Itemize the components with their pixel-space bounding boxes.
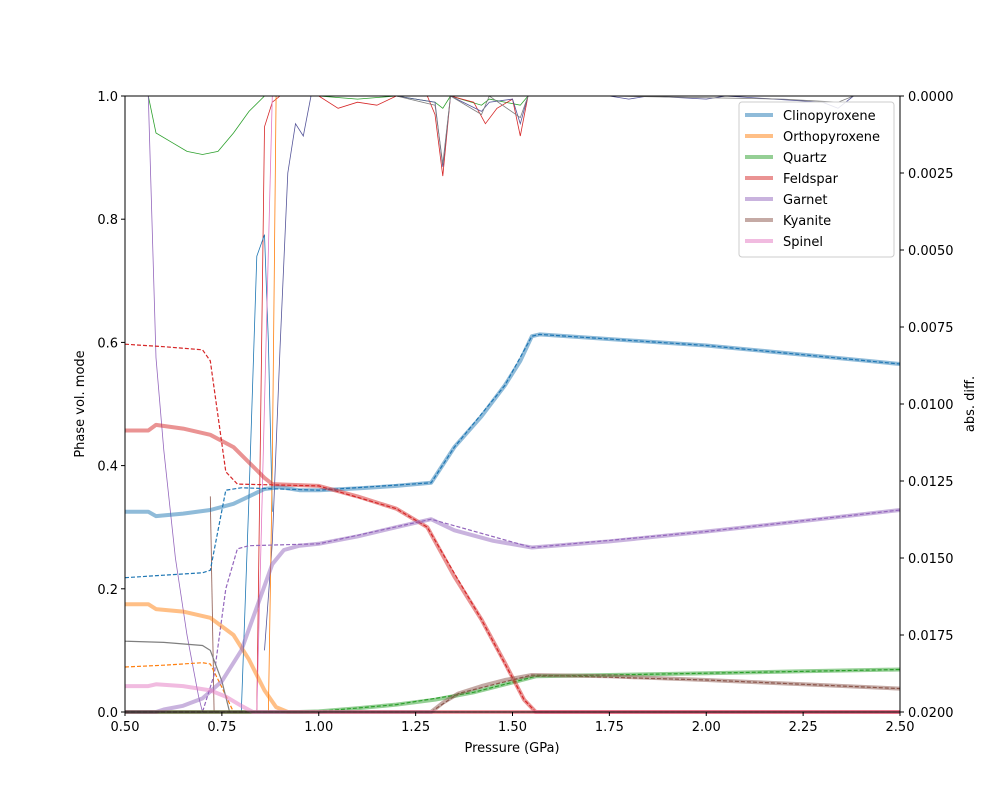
- legend-label: Quartz: [783, 151, 827, 166]
- x-tick-label: 2.25: [789, 720, 818, 735]
- x-tick-label: 2.00: [692, 720, 721, 735]
- x-axis-label: Pressure (GPa): [464, 741, 559, 756]
- y2-tick-label: 0.0075: [908, 321, 954, 336]
- legend-label: Kyanite: [783, 214, 831, 229]
- legend-label: Spinel: [783, 235, 823, 250]
- series-line-spinel: [125, 682, 900, 714]
- x-tick-label: 1.75: [595, 720, 624, 735]
- y-tick-label: 0.8: [97, 213, 118, 228]
- legend-label: Garnet: [783, 193, 828, 208]
- y2-axis-ticks: 0.0000 0.0025 0.0050 0.0075 0.0100 0.0125 0.01…: [900, 90, 954, 721]
- legend-label: Feldspar: [783, 172, 839, 187]
- abs-diff-line-3: [240, 234, 273, 713]
- y2-tick-label: 0.0000: [908, 90, 954, 105]
- y-tick-label: 0.6: [97, 336, 118, 351]
- legend-frame: [738, 101, 895, 258]
- y-tick-label: 1.0: [97, 90, 118, 105]
- y-axis-label: Phase vol. mode: [73, 350, 88, 457]
- legend: Clinopyroxene Orthopyroxene Quartz Feldspar…: [738, 101, 895, 258]
- y-tick-label: 0.0: [97, 706, 118, 721]
- series-line-feldspar: [125, 422, 900, 714]
- y2-tick-label: 0.0200: [908, 706, 954, 721]
- y-axis-ticks: 0.0 0.2 0.4 0.6 0.8 1.0: [97, 90, 125, 721]
- abs-diff-line-1: [147, 95, 203, 713]
- x-tick-label: 1.00: [304, 720, 333, 735]
- y-tick-label: 0.4: [97, 460, 118, 475]
- series-line-kyanite: [125, 673, 901, 714]
- y2-tick-label: 0.0150: [908, 552, 954, 567]
- y2-tick-label: 0.0050: [908, 244, 954, 259]
- y2-tick-label: 0.0175: [908, 629, 954, 644]
- x-tick-label: 1.25: [401, 720, 430, 735]
- y2-tick-label: 0.0125: [908, 475, 954, 490]
- y-tick-label: 0.2: [97, 583, 118, 598]
- series-lines: [125, 332, 901, 714]
- reference-line-4: [125, 509, 901, 713]
- legend-label: Clinopyroxene: [783, 109, 876, 124]
- series-line-orthopyroxene: [125, 602, 900, 714]
- x-axis-ticks: 0.50 0.75 1.00 1.25 1.50 1.75 2.00 2.25 2.50: [111, 712, 915, 735]
- legend-label: Orthopyroxene: [783, 130, 880, 145]
- y2-tick-label: 0.0025: [908, 167, 954, 182]
- x-tick-label: 0.75: [207, 720, 236, 735]
- x-tick-label: 1.50: [498, 720, 527, 735]
- x-tick-label: 2.50: [886, 720, 915, 735]
- y2-axis-label: abs. diff.: [963, 376, 978, 432]
- x-tick-label: 0.50: [111, 720, 140, 735]
- y2-tick-label: 0.0100: [908, 398, 954, 413]
- series-line-garnet: [125, 508, 901, 714]
